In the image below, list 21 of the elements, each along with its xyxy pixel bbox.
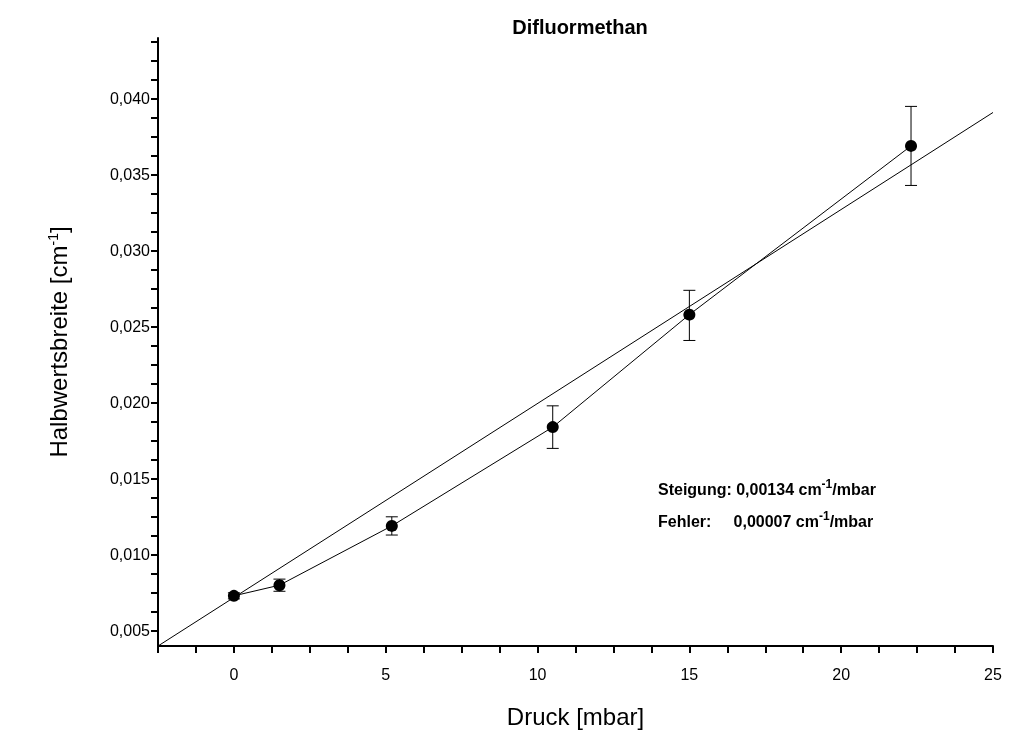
x-tick-label: 0 — [229, 665, 239, 683]
y-tick-label: 0,025 — [109, 318, 151, 336]
x-tick-label: 10 — [528, 665, 547, 683]
y-axis-title: Halbwertsbreite [cm-1] — [44, 226, 72, 458]
point — [385, 519, 398, 532]
x-tick-label: 25 — [984, 665, 1002, 683]
y-tick-label: 0,035 — [109, 166, 151, 184]
y-tick-label: 0,010 — [109, 546, 151, 564]
x-axis-title: Druck [mbar] — [506, 702, 645, 730]
x-tick-label: 20 — [832, 665, 851, 683]
x-tick-label: 15 — [680, 665, 699, 683]
point — [683, 308, 696, 321]
point — [546, 421, 559, 434]
chart-title: Difluormethan — [512, 16, 648, 38]
y-tick-label: 0,015 — [109, 470, 151, 488]
y-tick-label: 0,040 — [109, 90, 151, 108]
x-tick-label: 5 — [381, 665, 391, 683]
y-tick-label: 0,020 — [109, 394, 151, 412]
y-tick-label: 0,005 — [109, 622, 151, 640]
y-tick-label: 0,030 — [109, 242, 151, 260]
point — [905, 139, 918, 152]
